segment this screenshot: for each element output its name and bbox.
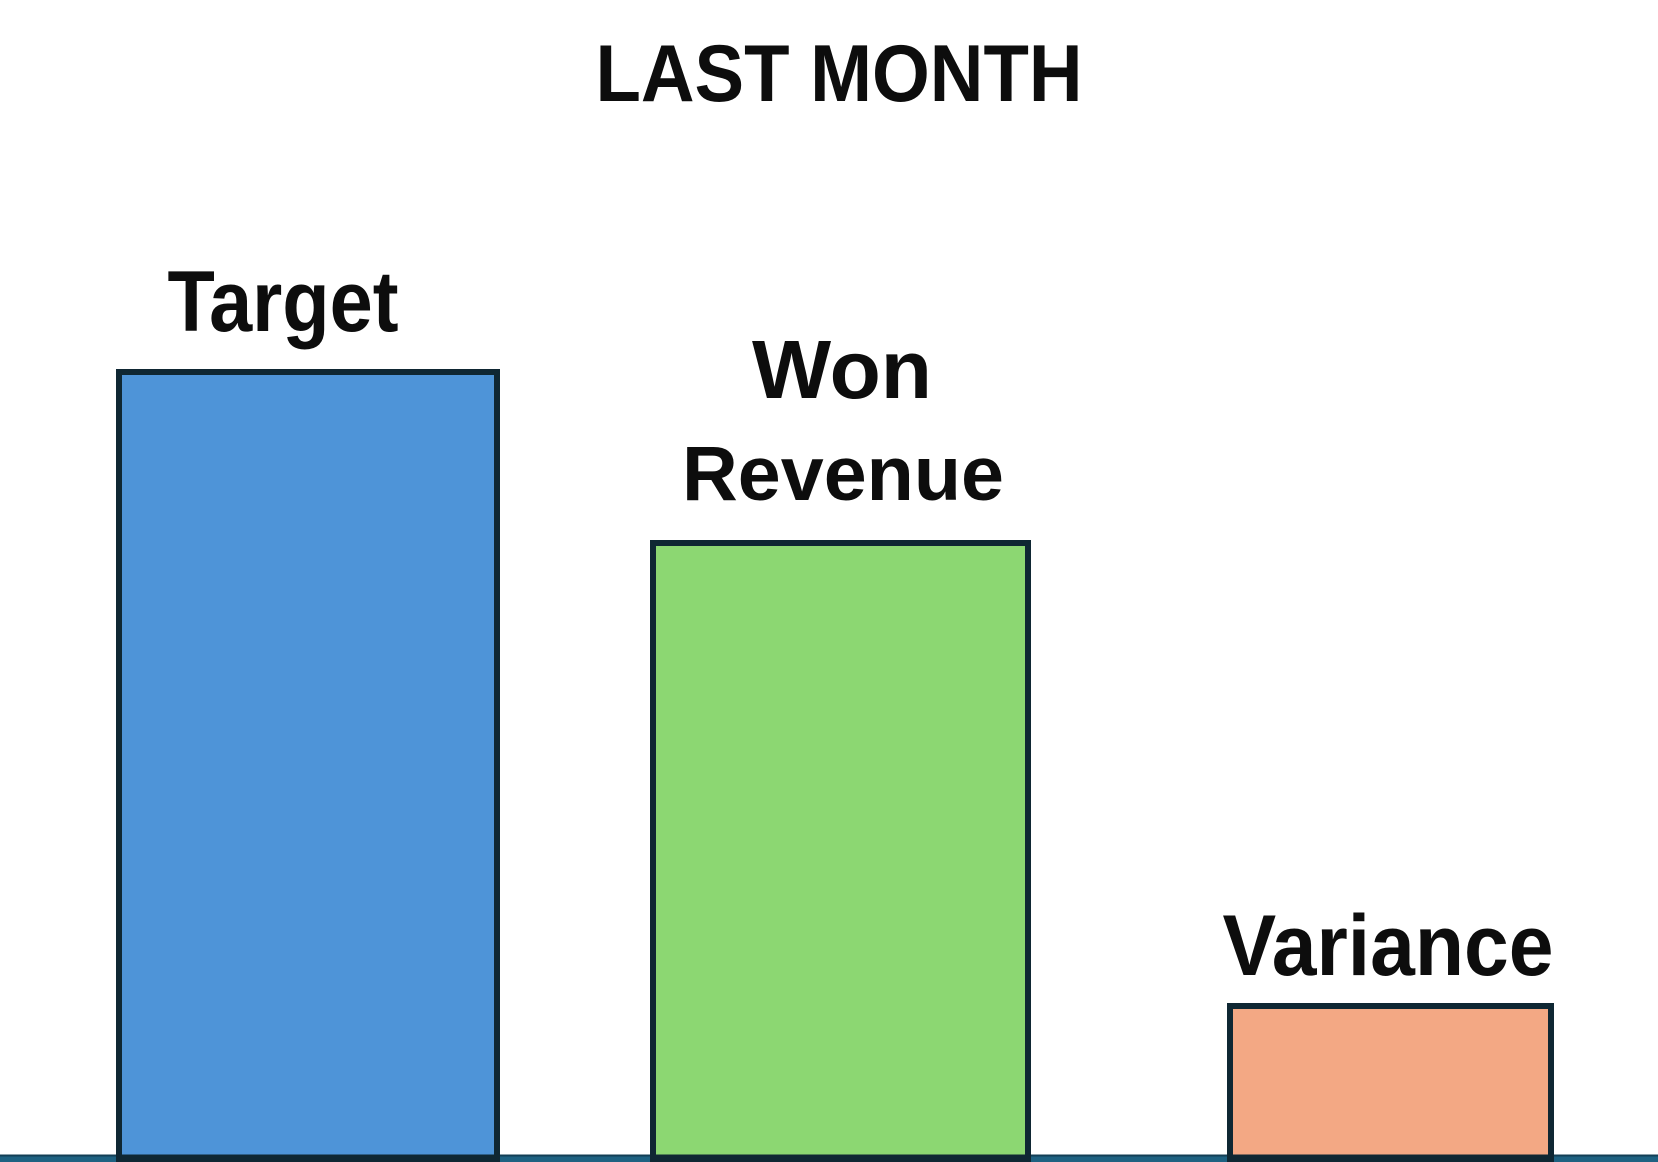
svg-text:Target: Target: [168, 254, 399, 350]
svg-text:Variance: Variance: [1223, 898, 1554, 994]
svg-text:Revenue: Revenue: [682, 431, 1004, 517]
svg-text:LAST MONTH: LAST MONTH: [596, 29, 1083, 119]
svg-text:Won: Won: [752, 323, 932, 416]
